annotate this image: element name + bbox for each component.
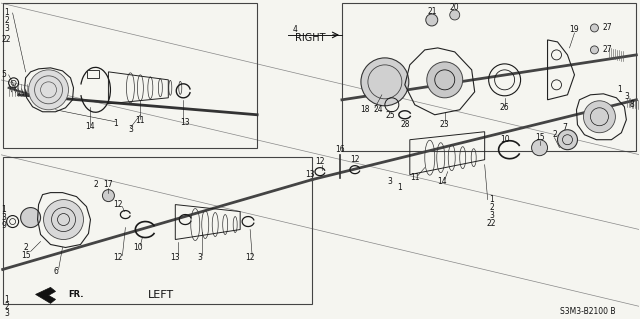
Circle shape xyxy=(450,10,460,20)
Text: 2: 2 xyxy=(4,17,9,26)
Text: 10: 10 xyxy=(500,135,509,144)
Text: 3: 3 xyxy=(624,92,629,101)
Text: 27: 27 xyxy=(603,45,612,55)
Polygon shape xyxy=(36,287,56,303)
Text: RIGHT: RIGHT xyxy=(295,33,326,43)
Text: 5: 5 xyxy=(1,70,6,79)
Text: 22: 22 xyxy=(487,219,497,228)
Text: 9: 9 xyxy=(1,221,6,230)
Text: 12: 12 xyxy=(245,253,255,262)
Text: 28: 28 xyxy=(400,120,410,129)
Text: 3: 3 xyxy=(387,177,392,186)
Circle shape xyxy=(361,58,409,106)
Text: 1: 1 xyxy=(617,85,622,94)
Circle shape xyxy=(557,130,577,150)
Text: 3: 3 xyxy=(1,213,6,222)
Text: 2: 2 xyxy=(4,302,9,311)
Text: 12: 12 xyxy=(316,157,324,166)
Text: 13: 13 xyxy=(305,170,315,179)
Text: 14: 14 xyxy=(437,177,447,186)
Circle shape xyxy=(532,140,548,156)
Text: 22: 22 xyxy=(2,35,12,44)
Text: 17: 17 xyxy=(104,180,113,189)
Text: 12: 12 xyxy=(114,200,123,209)
Text: 26: 26 xyxy=(500,103,509,112)
Text: 8: 8 xyxy=(630,100,635,109)
Text: LEFT: LEFT xyxy=(148,290,175,300)
Text: 19: 19 xyxy=(570,26,579,34)
Circle shape xyxy=(20,208,40,227)
Text: 3: 3 xyxy=(4,25,9,33)
Text: 7: 7 xyxy=(562,123,567,132)
Text: 1: 1 xyxy=(4,295,9,304)
Text: FR.: FR. xyxy=(68,290,84,299)
Text: 27: 27 xyxy=(603,23,612,33)
Text: S3M3-B2100 B: S3M3-B2100 B xyxy=(559,307,615,316)
Text: 15: 15 xyxy=(535,133,545,142)
Text: 1: 1 xyxy=(397,183,402,192)
Text: 1: 1 xyxy=(113,119,118,128)
Bar xyxy=(3,157,312,304)
Text: 15: 15 xyxy=(20,251,31,260)
Text: 20: 20 xyxy=(450,4,460,12)
Text: 2: 2 xyxy=(93,180,98,189)
Text: 2: 2 xyxy=(23,243,28,252)
Text: 21: 21 xyxy=(427,7,436,17)
Bar xyxy=(3,3,257,148)
Text: 3: 3 xyxy=(4,309,9,318)
Text: 23: 23 xyxy=(440,120,449,129)
Circle shape xyxy=(584,101,616,133)
Circle shape xyxy=(426,14,438,26)
Text: 3: 3 xyxy=(128,125,133,134)
Bar xyxy=(342,3,636,151)
Text: 2: 2 xyxy=(552,130,557,139)
Circle shape xyxy=(44,200,83,240)
Text: 11: 11 xyxy=(136,116,145,125)
Text: 12: 12 xyxy=(114,253,123,262)
Text: 1: 1 xyxy=(4,9,9,18)
Text: 13: 13 xyxy=(180,118,190,127)
Circle shape xyxy=(102,189,115,202)
Text: 2: 2 xyxy=(489,203,494,212)
Text: 12: 12 xyxy=(350,155,360,164)
Text: 3: 3 xyxy=(489,211,494,220)
Circle shape xyxy=(427,62,463,98)
Circle shape xyxy=(591,46,598,54)
Text: 25: 25 xyxy=(385,111,395,120)
Text: 11: 11 xyxy=(410,173,420,182)
Circle shape xyxy=(29,70,68,110)
Text: 13: 13 xyxy=(170,253,180,262)
Text: 1: 1 xyxy=(1,205,6,214)
Text: 18: 18 xyxy=(360,105,370,114)
Text: 6: 6 xyxy=(53,267,58,276)
Text: 10: 10 xyxy=(134,243,143,252)
Bar xyxy=(88,70,99,78)
Text: 4: 4 xyxy=(292,26,298,34)
Text: 1: 1 xyxy=(489,195,494,204)
Text: 3: 3 xyxy=(198,253,203,262)
Circle shape xyxy=(591,24,598,32)
Text: 14: 14 xyxy=(86,122,95,131)
Text: 16: 16 xyxy=(335,145,345,154)
Text: 24: 24 xyxy=(373,105,383,114)
